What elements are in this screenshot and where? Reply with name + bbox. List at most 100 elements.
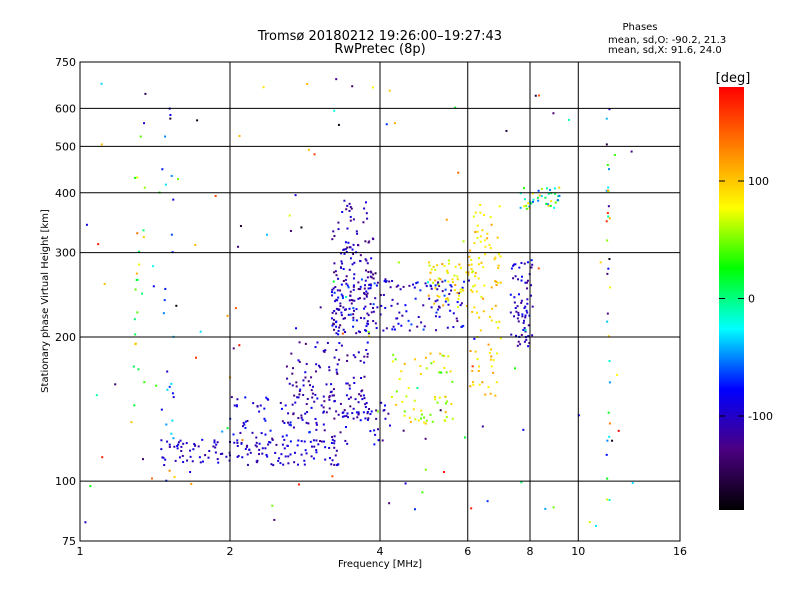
data-point — [204, 454, 207, 457]
data-point — [460, 302, 463, 305]
data-point — [489, 358, 492, 361]
data-point — [233, 441, 236, 444]
data-point — [605, 117, 608, 120]
data-point — [365, 329, 368, 332]
data-point — [520, 279, 523, 282]
data-point — [328, 457, 331, 460]
data-point — [315, 428, 318, 431]
data-point — [550, 200, 553, 203]
data-point — [322, 410, 325, 413]
data-point — [527, 324, 530, 327]
data-point — [456, 291, 459, 294]
data-point — [257, 453, 260, 456]
data-point — [427, 294, 430, 297]
data-point — [525, 204, 528, 207]
data-point — [350, 302, 353, 305]
data-point — [303, 463, 306, 466]
data-point — [470, 289, 473, 292]
data-point — [366, 355, 369, 358]
data-point — [319, 366, 322, 369]
data-point — [352, 299, 355, 302]
data-point — [355, 319, 358, 322]
data-point — [530, 266, 533, 269]
data-point — [368, 332, 371, 335]
data-point — [340, 260, 343, 263]
data-point — [325, 411, 328, 414]
data-point — [471, 310, 474, 313]
data-point — [369, 430, 372, 433]
data-point — [216, 441, 219, 444]
data-point — [370, 257, 373, 260]
data-point — [324, 446, 327, 449]
data-point — [441, 263, 444, 266]
data-point — [269, 441, 272, 444]
data-point — [278, 457, 281, 460]
data-point — [333, 262, 336, 265]
data-point — [540, 187, 543, 190]
data-point — [607, 215, 610, 218]
data-point — [607, 267, 610, 270]
data-point — [608, 217, 611, 220]
data-point — [396, 317, 399, 320]
data-point — [319, 440, 322, 443]
data-point — [312, 385, 315, 388]
data-point — [463, 280, 466, 283]
data-point — [394, 358, 397, 361]
data-point — [416, 281, 419, 284]
data-point — [558, 194, 561, 197]
data-point — [607, 335, 610, 338]
data-point — [446, 326, 449, 329]
data-point — [481, 229, 484, 232]
data-point — [341, 415, 344, 418]
data-point — [443, 265, 446, 268]
data-point — [444, 300, 447, 303]
data-point — [457, 171, 460, 174]
data-point — [432, 360, 435, 363]
data-point — [382, 293, 385, 296]
data-point — [309, 440, 312, 443]
data-point — [357, 297, 360, 300]
data-point — [284, 404, 287, 407]
data-point — [289, 229, 292, 232]
data-point — [520, 299, 523, 302]
data-point — [365, 290, 368, 293]
data-point — [434, 300, 437, 303]
data-point — [335, 449, 338, 452]
data-point — [384, 280, 387, 283]
data-point — [528, 342, 531, 345]
data-point — [549, 188, 552, 191]
data-point — [326, 341, 329, 344]
data-point — [353, 261, 356, 264]
data-point — [376, 281, 379, 284]
data-point — [288, 423, 291, 426]
data-point — [430, 287, 433, 290]
data-point — [352, 417, 355, 420]
data-point — [513, 263, 516, 266]
data-point — [497, 326, 500, 329]
data-point — [175, 304, 178, 307]
data-point — [189, 455, 192, 458]
data-point — [300, 453, 303, 456]
data-point — [295, 327, 298, 330]
data-point — [164, 183, 167, 186]
data-point — [490, 355, 493, 358]
data-point — [438, 315, 441, 318]
data-point — [474, 275, 477, 278]
data-point — [152, 265, 155, 268]
data-point — [100, 143, 103, 146]
data-point — [387, 412, 390, 415]
data-point — [290, 352, 293, 355]
data-point — [363, 307, 366, 310]
data-point — [385, 123, 388, 126]
plot-frame — [79, 61, 681, 542]
data-point — [341, 262, 344, 265]
data-point — [402, 429, 405, 432]
data-point — [275, 443, 278, 446]
data-point — [271, 504, 274, 507]
data-point — [395, 390, 398, 393]
data-point — [332, 394, 335, 397]
data-point — [608, 498, 611, 501]
data-point — [343, 317, 346, 320]
data-point — [363, 355, 366, 358]
